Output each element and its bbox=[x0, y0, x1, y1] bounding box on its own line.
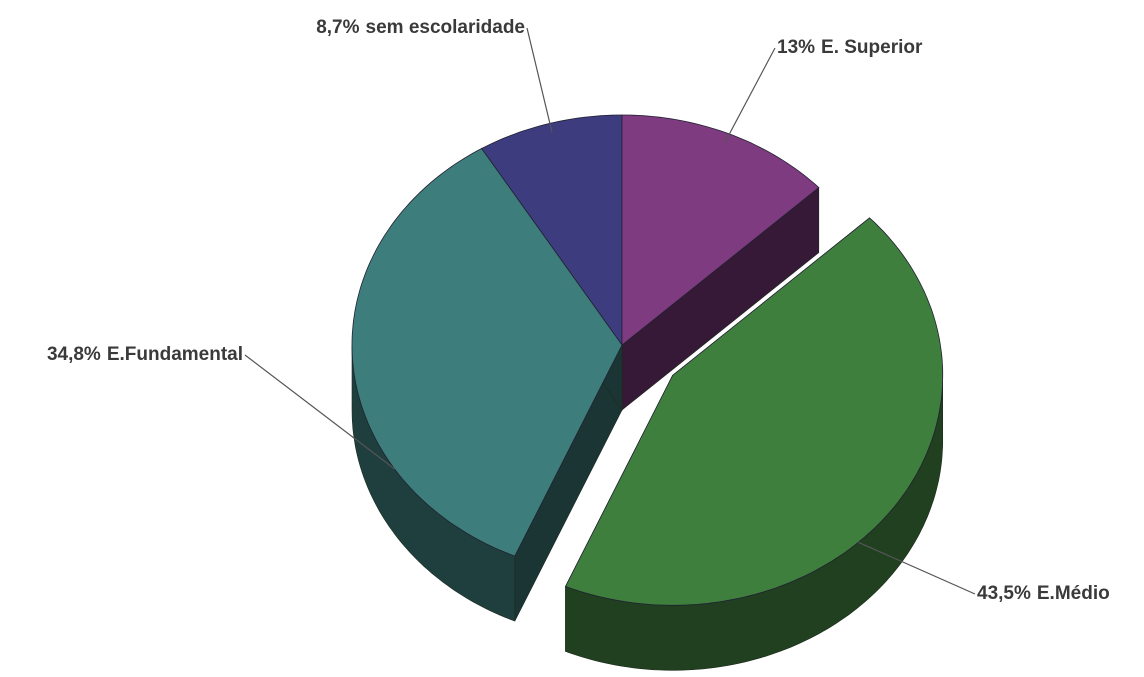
label-category: E.Fundamental bbox=[107, 344, 243, 365]
data-label: 43,5% E.Médio bbox=[977, 583, 1110, 604]
data-label: 8,7% sem escolaridade bbox=[316, 17, 525, 38]
leader-line bbox=[526, 27, 553, 133]
label-category: sem escolaridade bbox=[366, 17, 525, 38]
slice-top bbox=[481, 114, 623, 347]
label-value: 34,8% bbox=[47, 344, 101, 365]
slice-top bbox=[564, 217, 944, 606]
data-label: 13% E. Superior bbox=[777, 37, 923, 58]
data-label: 34,8% E.Fundamental bbox=[47, 344, 243, 365]
label-value: 8,7% bbox=[316, 17, 359, 38]
label-category: E. Superior bbox=[821, 37, 923, 58]
leader-line bbox=[724, 47, 776, 143]
slice-top bbox=[351, 147, 623, 557]
leader-line bbox=[858, 541, 976, 595]
label-value: 43,5% bbox=[977, 583, 1031, 604]
label-category: E.Médio bbox=[1037, 583, 1110, 604]
leader-line bbox=[244, 354, 395, 470]
slice bbox=[351, 147, 623, 622]
slice bbox=[564, 217, 944, 671]
label-value: 13% bbox=[777, 37, 815, 58]
